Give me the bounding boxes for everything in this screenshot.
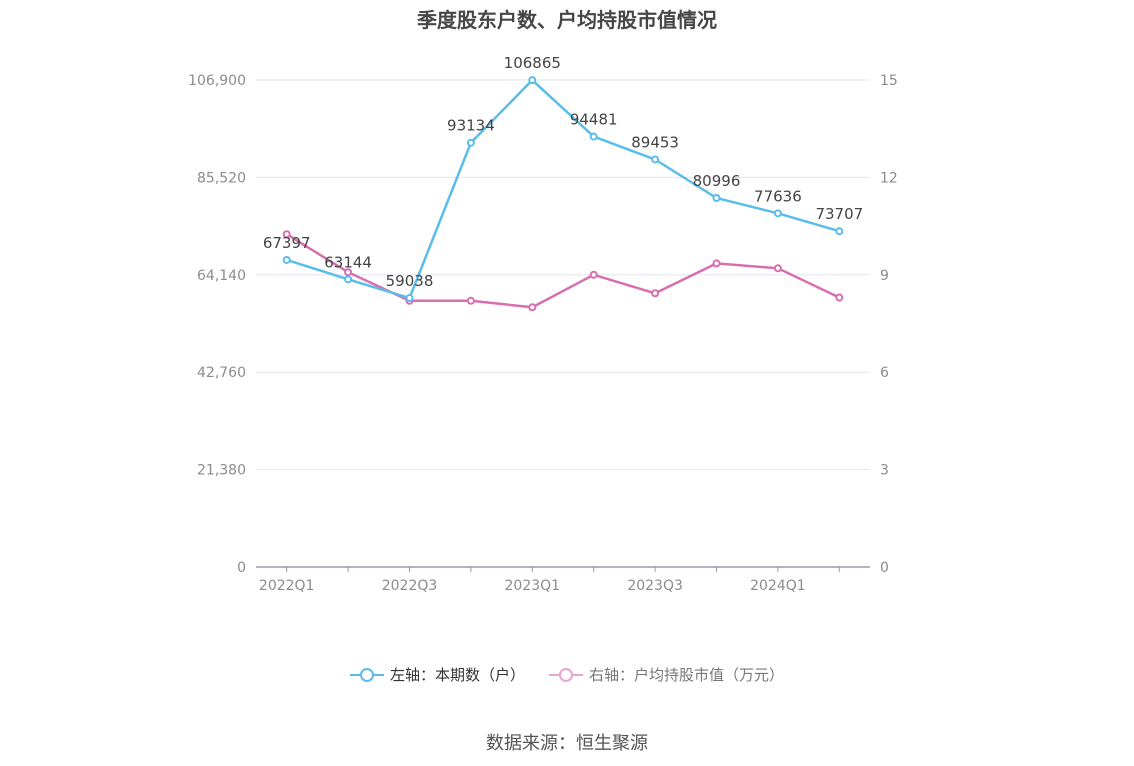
data-point-left	[528, 76, 537, 85]
data-point-left	[651, 155, 660, 164]
data-point-left	[835, 227, 844, 236]
x-axis-tick-label: 2023Q3	[627, 578, 683, 594]
right-axis-tick-label: 3	[880, 463, 889, 479]
left-axis-tick-label: 85,520	[197, 170, 246, 186]
right-axis-tick-label: 6	[880, 365, 889, 381]
right-axis-tick-label: 0	[880, 560, 889, 576]
right-axis-tick-label: 9	[880, 268, 889, 284]
data-point-left	[282, 255, 291, 264]
data-point-right	[344, 268, 353, 277]
data-point-right	[712, 259, 721, 268]
data-label: 67397	[263, 234, 311, 252]
data-point-right	[773, 264, 782, 273]
data-label: 80996	[693, 172, 741, 190]
left-axis-tick-label: 0	[237, 560, 246, 576]
data-label: 94481	[570, 111, 618, 129]
line-chart: 0 0 21,380 3 42,760 6 64,140 9 85,520 12 106,900 15…	[188, 54, 898, 594]
data-label: 77636	[754, 187, 802, 205]
legend-label-left-series: 左轴：本期数（户）	[389, 666, 525, 684]
legend-item-right-series[interactable]: 右轴：户均持股市值（万元）	[549, 664, 784, 685]
data-point-right	[589, 270, 598, 279]
right-axis-tick-label: 15	[880, 73, 898, 89]
legend-line-circle-icon	[349, 667, 384, 682]
data-point-left	[405, 294, 414, 303]
series-line-right	[286, 233, 840, 309]
legend-label-right-series: 右轴：户均持股市值（万元）	[589, 666, 785, 684]
data-point-right	[835, 293, 844, 302]
data-source: 数据来源：恒生聚源	[486, 733, 648, 754]
legend-line-circle-icon	[549, 667, 583, 682]
data-label: 106865	[504, 54, 561, 72]
chart-title: 季度股东户数、户均持股市值情况	[417, 8, 717, 32]
data-point-right	[651, 289, 660, 298]
left-axis-tick-label: 21,380	[197, 463, 246, 479]
data-point-left	[589, 132, 598, 141]
left-axis-tick-label: 106,900	[188, 73, 246, 89]
data-point-right	[282, 230, 291, 239]
data-point-right	[466, 296, 475, 305]
legend-item-left-series[interactable]: 左轴：本期数（户）	[349, 664, 525, 685]
data-point-left	[773, 209, 782, 218]
data-label: 73707	[815, 205, 863, 223]
left-axis-tick-label: 42,760	[197, 365, 246, 381]
left-axis-tick-label: 64,140	[197, 268, 246, 284]
x-axis-tick-label: 2022Q1	[259, 578, 315, 594]
legend: 左轴：本期数（户） 右轴：户均持股市值（万元）	[0, 664, 1134, 685]
x-axis-tick-label: 2022Q3	[382, 578, 438, 594]
data-label: 59038	[386, 272, 434, 290]
data-label: 89453	[631, 133, 679, 151]
data-point-right	[528, 303, 537, 312]
data-point-left	[712, 194, 721, 203]
x-axis-tick-label: 2024Q1	[750, 578, 806, 594]
series-line-left	[286, 78, 840, 300]
data-point-left	[344, 275, 353, 284]
data-point-left	[466, 138, 475, 147]
x-axis-tick-label: 2023Q1	[505, 578, 561, 594]
data-label: 63144	[324, 253, 372, 271]
right-axis-tick-label: 12	[880, 170, 898, 186]
data-label: 93134	[447, 117, 495, 135]
